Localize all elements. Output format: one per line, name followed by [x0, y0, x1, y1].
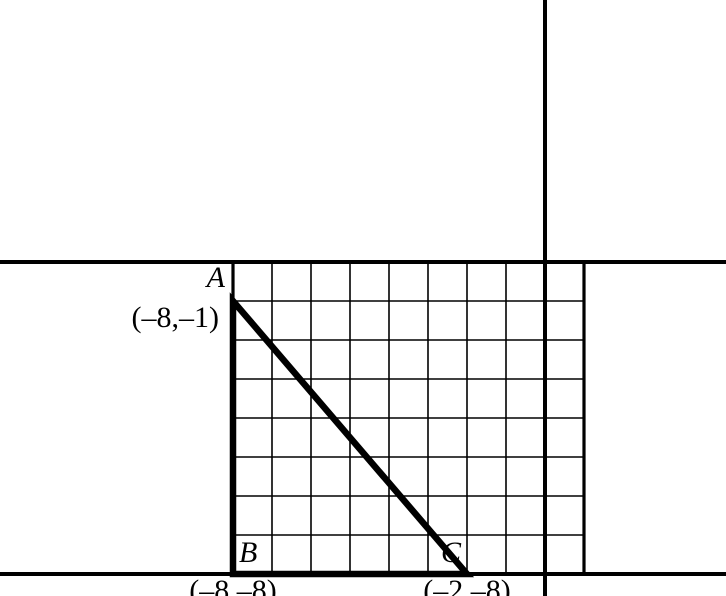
figure-container: A B C (–8,–1) (–8,–8) (–2,–8)	[0, 0, 726, 596]
label-c: C	[441, 536, 461, 570]
coord-b: (–8,–8)	[189, 574, 276, 596]
coord-c: (–2,–8)	[423, 574, 510, 596]
coordinate-plane	[0, 0, 726, 596]
label-b: B	[239, 536, 257, 570]
coord-a: (–8,–1)	[132, 301, 219, 335]
label-a: A	[207, 261, 225, 295]
